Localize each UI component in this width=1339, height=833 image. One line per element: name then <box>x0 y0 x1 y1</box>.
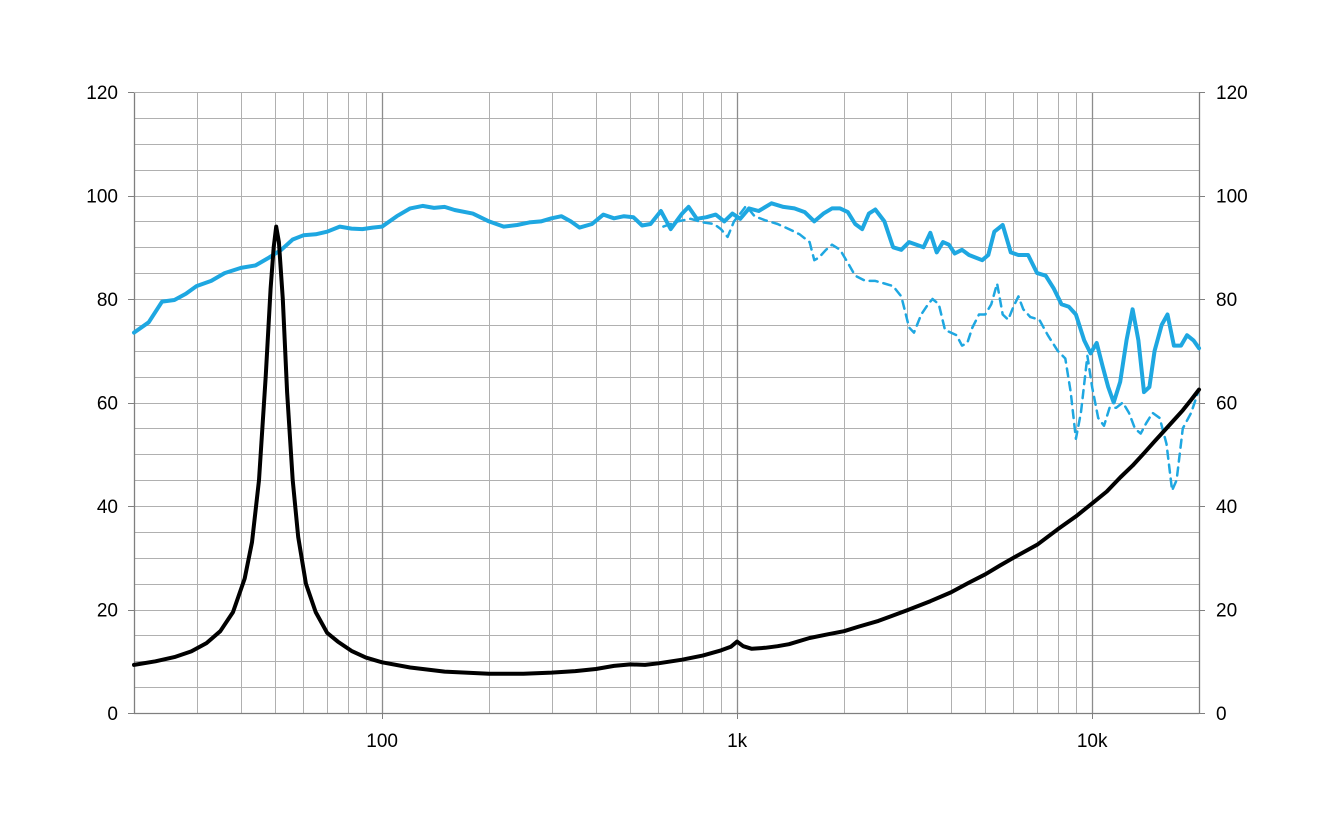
chart-axes <box>128 92 1205 719</box>
y-right-tick-label: 0 <box>1216 704 1227 725</box>
y-right-tick-label: 100 <box>1216 187 1248 208</box>
grid-lines <box>134 92 1199 714</box>
y-right-tick-label: 60 <box>1216 394 1237 415</box>
y-tick-label: 80 <box>97 290 118 311</box>
y-tick-label: 60 <box>97 394 118 415</box>
off-axis-response-curve <box>662 204 1201 492</box>
y-right-tick-label: 20 <box>1216 601 1237 622</box>
y-tick-label: 120 <box>86 83 118 104</box>
y-tick-label: 0 <box>107 704 118 725</box>
x-tick-label: 100 <box>366 731 398 752</box>
y-right-tick-label: 120 <box>1216 83 1248 104</box>
on-axis-response-curve <box>132 201 1201 405</box>
y-tick-label: 20 <box>97 601 118 622</box>
impedance-curve <box>132 224 1201 676</box>
x-tick-label: 10k <box>1077 731 1108 752</box>
y-right-tick-label: 40 <box>1216 497 1237 518</box>
chart-series <box>132 201 1201 676</box>
y-tick-label: 40 <box>97 497 118 518</box>
y-tick-label: 100 <box>86 187 118 208</box>
x-tick-label: 1k <box>727 731 748 752</box>
tick-labels: 0 20 40 60 80 100 120 0 20 40 60 80 100 120 100 1k 10k <box>86 83 1247 752</box>
y-right-tick-label: 80 <box>1216 290 1237 311</box>
